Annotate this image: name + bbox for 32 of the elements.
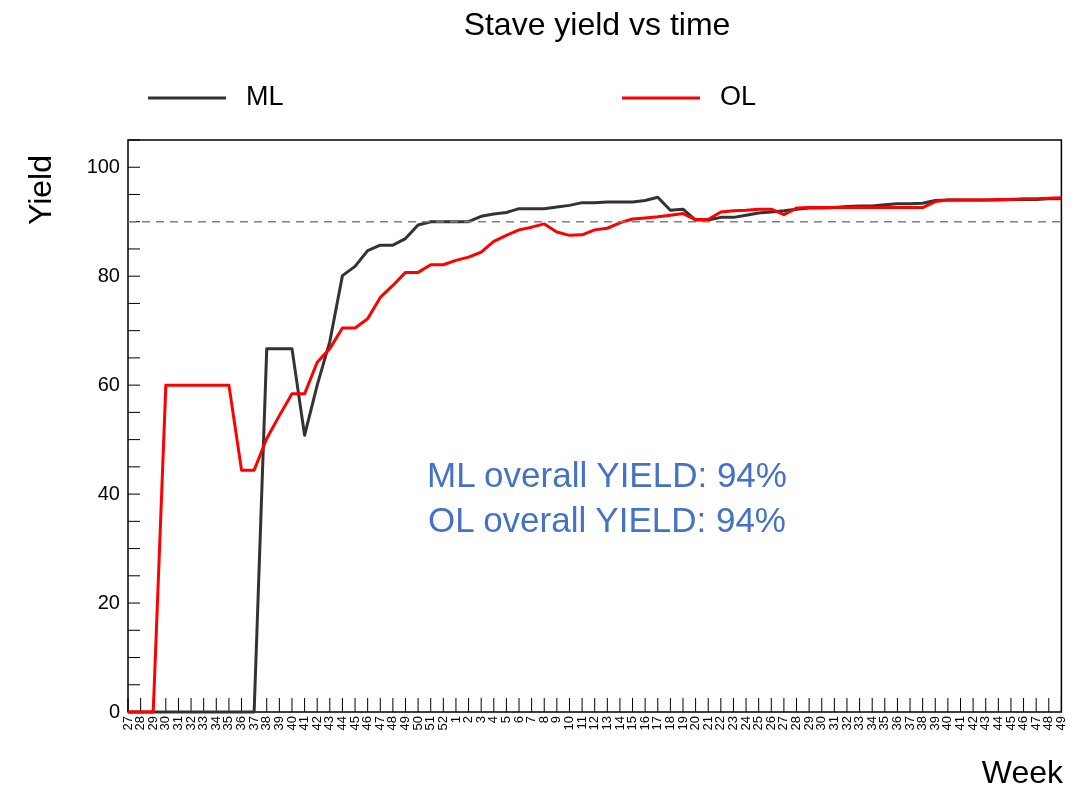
x-tick-label: 40 bbox=[283, 716, 299, 731]
y-axis-title: Yield bbox=[21, 155, 58, 225]
legend-label: ML bbox=[246, 81, 284, 112]
x-tick-label: 27 bbox=[119, 716, 135, 731]
x-tick-label: 14 bbox=[611, 716, 627, 731]
y-tick-label: 60 bbox=[97, 372, 120, 395]
y-tick-label: 40 bbox=[97, 481, 120, 504]
x-tick-label: 1 bbox=[447, 716, 463, 724]
chart-title: Stave yield vs time bbox=[463, 5, 731, 42]
x-tick-label: 30 bbox=[157, 716, 173, 731]
x-axis-title: Week bbox=[981, 753, 1064, 790]
x-tick-label: 43 bbox=[321, 716, 337, 731]
x-tick-label: 40 bbox=[939, 716, 955, 731]
x-tick-label: 32 bbox=[838, 716, 854, 731]
x-tick-label: 35 bbox=[876, 716, 892, 731]
x-tick-label: 48 bbox=[384, 716, 400, 731]
legend-label: OL bbox=[720, 81, 757, 112]
x-tick-label: 22 bbox=[712, 716, 728, 731]
annotation: ML overall YIELD: 94% bbox=[427, 454, 787, 494]
y-tick-label: 0 bbox=[108, 699, 120, 722]
annotation: OL overall YIELD: 94% bbox=[428, 499, 786, 539]
y-tick-label: 20 bbox=[97, 590, 120, 613]
x-tick-label: 37 bbox=[901, 716, 917, 731]
x-tick-label: 36 bbox=[889, 716, 904, 731]
y-tick-label: 100 bbox=[86, 154, 120, 177]
x-tick-label: 6 bbox=[510, 716, 526, 724]
x-tick-label: 9 bbox=[548, 716, 564, 724]
x-tick-label: 27 bbox=[775, 716, 791, 731]
y-tick-label: 80 bbox=[97, 263, 120, 286]
x-tick-label: 35 bbox=[220, 716, 236, 731]
x-tick-label: 19 bbox=[674, 716, 690, 731]
x-tick-label: 45 bbox=[1002, 716, 1018, 731]
